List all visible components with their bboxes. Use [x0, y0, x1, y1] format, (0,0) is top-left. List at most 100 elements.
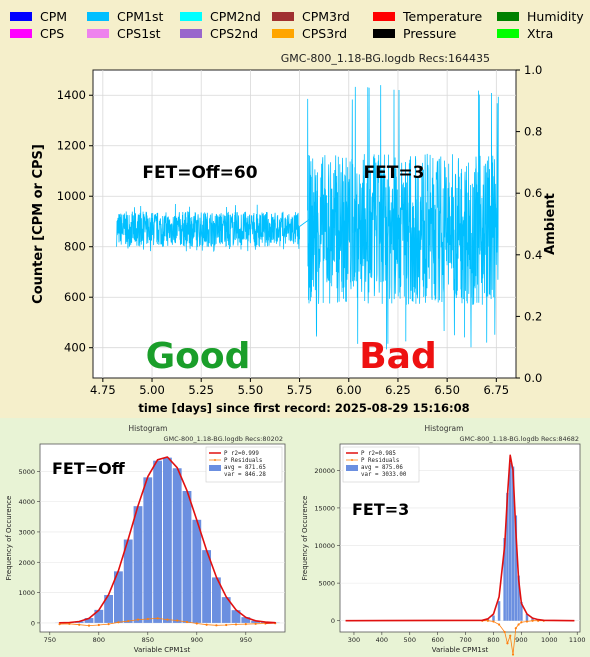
fet-3-overlay: FET=3	[352, 500, 409, 519]
hist-bar	[192, 519, 202, 623]
histogram-left-fit	[58, 456, 277, 627]
legend-label: Temperature	[402, 9, 482, 24]
series-legend: CPM CPM1st CPM2nd CPM3rd Temperature Humidity…	[10, 9, 584, 41]
histogram-right-panel: Histogram GMC-800_1.18-BG.logdb Recs:846…	[296, 418, 590, 657]
residual-point	[517, 623, 520, 626]
legend-label: CPM3rd	[302, 9, 350, 24]
axis-ticks: 4.75 5.00 5.25 5.50 5.75 6.00 6.25 6.50 6.75 400 6…	[57, 63, 543, 397]
residual-point	[244, 623, 247, 626]
x-tick-label: 950	[240, 636, 252, 644]
hist-bar	[182, 491, 192, 623]
legend-label: CPS1st	[117, 26, 161, 41]
x-tick-label: 300	[348, 636, 360, 644]
residual-point	[225, 623, 228, 627]
hist-bar	[497, 601, 501, 621]
hist-bar	[143, 477, 153, 623]
y-axis-label: Counter [CPM or CPS]	[31, 144, 46, 304]
residual-point	[234, 623, 238, 626]
hist-bar	[221, 597, 231, 623]
y-tick-label: 400	[64, 341, 86, 355]
main-chart-svg: CPM CPM1st CPM2nd CPM3rd Temperature Humidity…	[10, 9, 584, 415]
histogram-left-title: Histogram	[129, 424, 168, 433]
x-tick-label: 5.75	[287, 383, 313, 397]
residual-point	[136, 618, 140, 621]
hist-bar	[506, 492, 509, 621]
hist-bar	[503, 538, 506, 621]
legend-swatch	[180, 29, 202, 38]
legend-swatch	[10, 12, 32, 21]
histogram-left-panel: Histogram GMC-800_1.18-BG.logdb Recs:802…	[0, 418, 296, 657]
hist-bar	[113, 571, 123, 623]
histogram-left-legend: P r2=0.999 P Residuals avg = 871.65 var …	[205, 446, 283, 483]
legend-var: var = 846.28	[224, 472, 266, 478]
fit-curve	[345, 454, 575, 622]
fet-3-label: FET=3	[364, 163, 425, 183]
legend-label: CPS	[40, 26, 64, 41]
y-tick-label: 3000	[18, 528, 35, 536]
x-tick-label: 400	[376, 636, 388, 644]
histogram-right-plot-area	[339, 443, 581, 633]
histogram-right-info: GMC-800_1.18-BG.logdb Recs:84682	[460, 435, 580, 443]
hist-bar	[133, 506, 143, 623]
histogram-right-xlabel: Variable CPM1st	[432, 646, 489, 654]
legend-swatch	[87, 12, 109, 21]
x-tick-label: 700	[459, 636, 471, 644]
y-tick-label: 1200	[57, 139, 86, 153]
legend-label: CPS3rd	[302, 26, 347, 41]
residual-point	[78, 623, 81, 626]
histogram-left-ylabel: Frequency of Occurence	[5, 496, 13, 581]
y2-tick-label: 0.4	[524, 248, 542, 262]
residual-point	[511, 653, 515, 656]
legend-var: var = 3033.00	[361, 472, 407, 478]
residual-point	[195, 622, 198, 625]
residual-point	[107, 623, 110, 626]
cpm1st-segment-0	[116, 203, 300, 252]
hist-bar	[211, 577, 221, 623]
bad-label: Bad	[359, 336, 437, 377]
y2-tick-label: 0.2	[524, 309, 542, 323]
histogram-right-fit	[345, 454, 575, 656]
hist-bar	[492, 615, 495, 621]
x-tick-label: 1100	[569, 636, 586, 644]
legend-fit: P r2=0.985	[361, 451, 396, 457]
legend-avg: avg = 871.65	[224, 465, 266, 471]
residual-point	[531, 619, 534, 622]
y-tick-label: 5000	[318, 580, 335, 588]
histogram-right-ylabel: Frequency of Occurence	[301, 496, 309, 581]
residual-point	[520, 621, 523, 624]
y-tick-label: 800	[64, 240, 86, 254]
y-tick-label: 0	[331, 617, 335, 625]
y-tick-label: 5000	[18, 468, 35, 476]
fet-off-overlay: FET=Off	[52, 459, 126, 478]
residual-point	[185, 620, 189, 624]
legend-label: Humidity	[527, 9, 584, 24]
y2-tick-label: 0.8	[524, 125, 542, 139]
fet-off-label: FET=Off=60	[142, 163, 257, 183]
hist-bar	[94, 609, 104, 623]
residual-point	[87, 624, 91, 627]
residual-point	[205, 623, 208, 626]
good-label: Good	[146, 336, 251, 377]
cpm1st-segment-2	[307, 85, 499, 350]
residual-point	[166, 618, 169, 621]
legend-swatch	[272, 12, 294, 21]
legend-swatch	[497, 29, 519, 38]
legend-swatch	[87, 29, 109, 38]
x-tick-label: 900	[191, 636, 203, 644]
x-tick-label: 5.00	[139, 383, 165, 397]
x-axis-label: time [days] since first record: 2025-08-…	[138, 401, 469, 415]
legend-swatch	[373, 29, 395, 38]
legend-label: CPM1st	[117, 9, 164, 24]
legend-swatch	[497, 12, 519, 21]
legend-swatch	[373, 12, 395, 21]
histogram-right-svg: Histogram GMC-800_1.18-BG.logdb Recs:846…	[301, 424, 585, 656]
histogram-left-bars	[55, 457, 280, 623]
hist-bar	[531, 617, 534, 621]
histogram-left-info: GMC-800_1.18-BG.logdb Recs:80202	[164, 435, 284, 443]
histogram-right-ticks: 300 400 500 600 700 800 900 1000 1100 0 5000 10000 1…	[314, 467, 585, 644]
residual-point	[492, 620, 495, 623]
main-panel: CPM CPM1st CPM2nd CPM3rd Temperature Humidity…	[0, 0, 590, 418]
legend-label: Xtra	[527, 26, 553, 41]
fit-curve	[58, 456, 277, 624]
x-tick-label: 800	[93, 636, 105, 644]
